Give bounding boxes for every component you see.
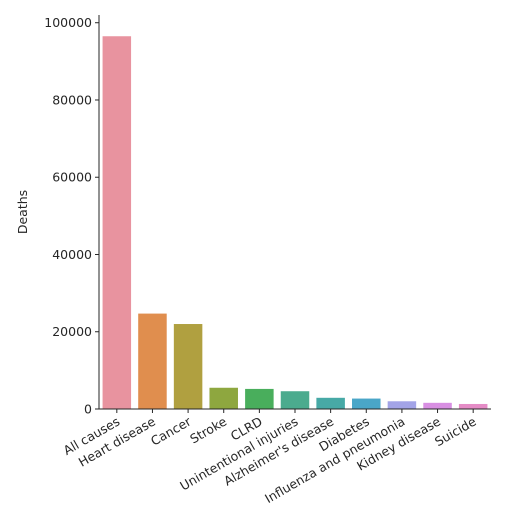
bars-group [102, 36, 488, 410]
bar-3 [209, 387, 238, 409]
y-tick-label: 0 [84, 402, 92, 417]
bar-0 [102, 36, 132, 410]
bar-2 [173, 324, 203, 409]
bar-10 [458, 403, 488, 409]
bar-6 [316, 397, 345, 409]
y-tick-label: 60000 [52, 170, 92, 185]
bar-8 [387, 401, 417, 409]
bar-5 [280, 391, 310, 409]
y-tick-label: 20000 [52, 324, 92, 339]
y-axis-ticks: 0 20000 40000 60000 80000 100000 [44, 15, 99, 417]
x-tick-label: Stroke [187, 413, 229, 446]
x-tick-label: Cancer [148, 413, 194, 448]
y-tick-label: 100000 [44, 15, 92, 30]
bar-4 [245, 388, 274, 409]
y-tick-label: 40000 [52, 247, 92, 262]
y-tick-label: 80000 [52, 92, 92, 107]
bar-1 [138, 313, 167, 409]
y-axis-label: Deaths [15, 190, 30, 234]
bar-9 [423, 402, 452, 409]
x-tick-label: Suicide [432, 413, 479, 449]
bar-7 [352, 398, 381, 409]
